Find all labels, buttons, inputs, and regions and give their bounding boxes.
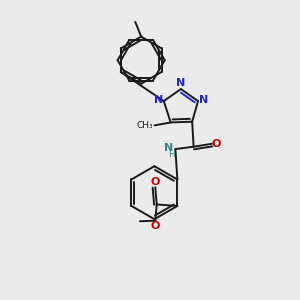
- Text: O: O: [151, 221, 160, 231]
- Text: N: N: [164, 143, 173, 153]
- Text: O: O: [212, 139, 221, 149]
- Text: H: H: [169, 151, 175, 160]
- Text: CH₃: CH₃: [136, 122, 153, 130]
- Text: N: N: [154, 95, 163, 106]
- Text: O: O: [151, 177, 160, 187]
- Text: N: N: [199, 94, 208, 105]
- Text: N: N: [176, 78, 185, 88]
